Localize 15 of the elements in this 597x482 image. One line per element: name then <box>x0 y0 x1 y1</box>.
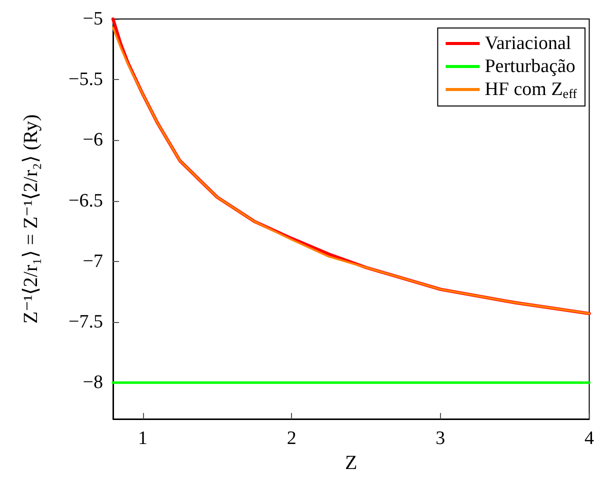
legend-label: Perturbação <box>484 56 576 77</box>
y-tick-label: −6.5 <box>68 190 103 212</box>
y-tick-label: −5.5 <box>68 69 103 90</box>
x-tick-label: 4 <box>584 428 594 449</box>
x-tick-label: 3 <box>436 428 446 449</box>
y-tick-label: −7.5 <box>68 312 103 333</box>
y-axis-title: Z⁻¹⟨2/r₁⟩ = Z⁻¹⟨2/r₂⟩ (Ry) <box>20 114 42 324</box>
y-tick-label: −7 <box>82 250 103 272</box>
legend-label: Variacional <box>484 33 572 54</box>
x-axis-title: Z <box>345 452 358 474</box>
x-tick-label: 2 <box>286 428 296 449</box>
y-tick-label: −8 <box>82 372 103 394</box>
y-tick-label: −6 <box>82 130 103 151</box>
y-tick-label: −5 <box>82 8 103 30</box>
x-tick-label: 1 <box>138 428 148 449</box>
